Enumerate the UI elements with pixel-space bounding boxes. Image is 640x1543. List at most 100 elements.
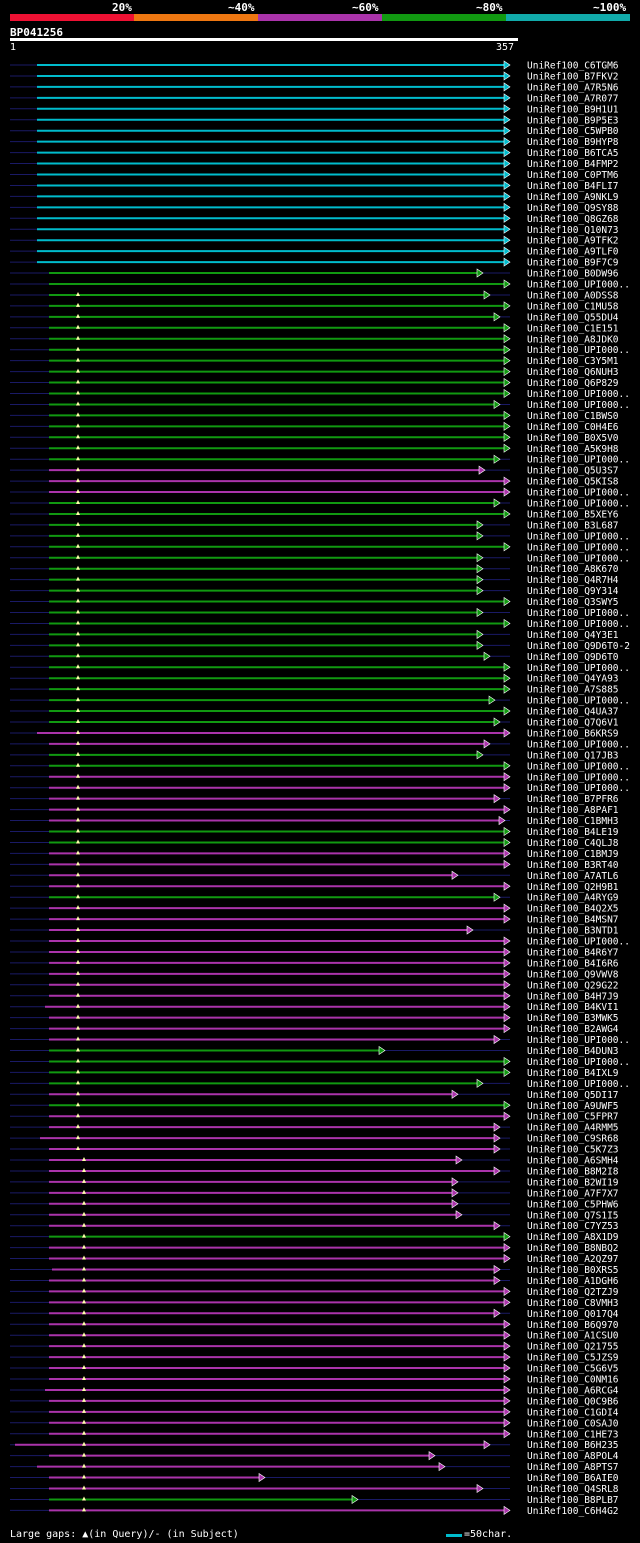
hit-label[interactable]: UniRef100_C7YZ53 bbox=[527, 1221, 619, 1232]
hit-label[interactable]: UniRef100_C0SAJ0 bbox=[527, 1418, 619, 1429]
hit-label[interactable]: UniRef100_B9H1U1 bbox=[527, 104, 619, 115]
hit-label[interactable]: UniRef100_A8JDK0 bbox=[527, 334, 619, 345]
hit-label[interactable]: UniRef100_A5K9H8 bbox=[527, 444, 619, 455]
hit-label[interactable]: UniRef100_A6RCG4 bbox=[527, 1385, 619, 1396]
hit-label[interactable]: UniRef100_B6TCA5 bbox=[527, 148, 619, 159]
hit-label[interactable]: UniRef100_UPI000.. bbox=[527, 1057, 630, 1068]
hit-label[interactable]: UniRef100_Q6NUH3 bbox=[527, 367, 619, 378]
hit-label[interactable]: UniRef100_C5JZS9 bbox=[527, 1353, 619, 1364]
hit-label[interactable]: UniRef100_B3RT40 bbox=[527, 860, 619, 871]
hit-label[interactable]: UniRef100_A9UWF5 bbox=[527, 1101, 619, 1112]
hit-label[interactable]: UniRef100_Q9SY88 bbox=[527, 203, 619, 214]
hit-label[interactable]: UniRef100_C1BMJ9 bbox=[527, 849, 619, 860]
hit-label[interactable]: UniRef100_UPI000.. bbox=[527, 739, 630, 750]
hit-label[interactable]: UniRef100_Q10N73 bbox=[527, 225, 619, 236]
hit-label[interactable]: UniRef100_B4IXL9 bbox=[527, 1068, 619, 1079]
hit-label[interactable]: UniRef100_B8NBQ2 bbox=[527, 1243, 619, 1254]
hit-label[interactable]: UniRef100_Q6P829 bbox=[527, 378, 619, 389]
hit-label[interactable]: UniRef100_C1GDI4 bbox=[527, 1407, 619, 1418]
hit-label[interactable]: UniRef100_A8X1D9 bbox=[527, 1232, 619, 1243]
hit-label[interactable]: UniRef100_Q4Y3E1 bbox=[527, 630, 619, 641]
hit-label[interactable]: UniRef100_B0DW96 bbox=[527, 269, 619, 280]
hit-label[interactable]: UniRef100_UPI000.. bbox=[527, 1035, 630, 1046]
hit-label[interactable]: UniRef100_Q4YA93 bbox=[527, 674, 619, 685]
hit-label[interactable]: UniRef100_B6Q970 bbox=[527, 1320, 619, 1331]
hit-label[interactable]: UniRef100_A7ATL6 bbox=[527, 871, 619, 882]
hit-label[interactable]: UniRef100_Q3SWY5 bbox=[527, 597, 619, 608]
hit-label[interactable]: UniRef100_Q29G22 bbox=[527, 980, 619, 991]
hit-label[interactable]: UniRef100_C1MU58 bbox=[527, 301, 619, 312]
hit-label[interactable]: UniRef100_A8PTS7 bbox=[527, 1462, 619, 1473]
hit-label[interactable]: UniRef100_C5PHW6 bbox=[527, 1199, 619, 1210]
hit-label[interactable]: UniRef100_UPI000.. bbox=[527, 455, 630, 466]
hit-label[interactable]: UniRef100_UPI000.. bbox=[527, 619, 630, 630]
hit-label[interactable]: UniRef100_A7R5N6 bbox=[527, 82, 619, 93]
hit-label[interactable]: UniRef100_B4R6Y7 bbox=[527, 947, 619, 958]
hit-label[interactable]: UniRef100_B3MWK5 bbox=[527, 1013, 619, 1024]
hit-label[interactable]: UniRef100_B9HYP8 bbox=[527, 137, 619, 148]
hit-label[interactable]: UniRef100_B4MSN7 bbox=[527, 915, 619, 926]
hit-label[interactable]: UniRef100_A4RYG9 bbox=[527, 893, 619, 904]
hit-label[interactable]: UniRef100_Q0C9B6 bbox=[527, 1396, 619, 1407]
hit-label[interactable]: UniRef100_B0XRS5 bbox=[527, 1265, 619, 1276]
hit-label[interactable]: UniRef100_A1DGH6 bbox=[527, 1276, 619, 1287]
hit-label[interactable]: UniRef100_B4DUN3 bbox=[527, 1046, 619, 1057]
hit-label[interactable]: UniRef100_B4LE19 bbox=[527, 827, 619, 838]
hit-label[interactable]: UniRef100_Q5DI17 bbox=[527, 1090, 619, 1101]
hit-label[interactable]: UniRef100_UPI000.. bbox=[527, 663, 630, 674]
hit-label[interactable]: UniRef100_UPI000.. bbox=[527, 542, 630, 553]
hit-label[interactable]: UniRef100_A2QZ97 bbox=[527, 1254, 619, 1265]
hit-label[interactable]: UniRef100_B8M2I8 bbox=[527, 1166, 619, 1177]
hit-label[interactable]: UniRef100_B4KVI1 bbox=[527, 1002, 619, 1013]
hit-label[interactable]: UniRef100_A8PAF1 bbox=[527, 805, 619, 816]
hit-label[interactable]: UniRef100_B7PFR6 bbox=[527, 794, 619, 805]
hit-label[interactable]: UniRef100_A8K670 bbox=[527, 564, 619, 575]
hit-label[interactable]: UniRef100_Q2H9B1 bbox=[527, 882, 619, 893]
hit-label[interactable]: UniRef100_UPI000.. bbox=[527, 1079, 630, 1090]
hit-label[interactable]: UniRef100_A9NKL9 bbox=[527, 192, 619, 203]
hit-label[interactable]: UniRef100_B2AWG4 bbox=[527, 1024, 619, 1035]
hit-label[interactable]: UniRef100_C0NM16 bbox=[527, 1375, 619, 1386]
hit-label[interactable]: UniRef100_Q5U3S7 bbox=[527, 466, 619, 477]
hit-label[interactable]: UniRef100_Q17JB3 bbox=[527, 750, 619, 761]
hit-label[interactable]: UniRef100_UPI000.. bbox=[527, 389, 630, 400]
hit-label[interactable]: UniRef100_A8POL4 bbox=[527, 1451, 619, 1462]
hit-label[interactable]: UniRef100_B0X5V0 bbox=[527, 433, 619, 444]
hit-label[interactable]: UniRef100_UPI000.. bbox=[527, 488, 630, 499]
hit-label[interactable]: UniRef100_B6H235 bbox=[527, 1440, 619, 1451]
hit-label[interactable]: UniRef100_UPI000.. bbox=[527, 499, 630, 510]
hit-label[interactable]: UniRef100_A7S885 bbox=[527, 685, 619, 696]
hit-label[interactable]: UniRef100_B6AIE0 bbox=[527, 1473, 619, 1484]
hit-label[interactable]: UniRef100_UPI000.. bbox=[527, 937, 630, 948]
hit-label[interactable]: UniRef100_Q21755 bbox=[527, 1342, 619, 1353]
hit-label[interactable]: UniRef100_Q9D6T0 bbox=[527, 652, 619, 663]
hit-label[interactable]: UniRef100_UPI000.. bbox=[527, 553, 630, 564]
hit-label[interactable]: UniRef100_C6H4G2 bbox=[527, 1506, 619, 1517]
hit-label[interactable]: UniRef100_C1BMH3 bbox=[527, 816, 619, 827]
hit-label[interactable]: UniRef100_Q55DU4 bbox=[527, 312, 619, 323]
hit-label[interactable]: UniRef100_Q4UA37 bbox=[527, 707, 619, 718]
hit-label[interactable]: UniRef100_Q9D6T0-2 bbox=[527, 641, 630, 652]
hit-label[interactable]: UniRef100_Q9Y314 bbox=[527, 586, 619, 597]
hit-label[interactable]: UniRef100_C0H4E6 bbox=[527, 422, 619, 433]
hit-label[interactable]: UniRef100_Q8GZ68 bbox=[527, 214, 619, 225]
hit-label[interactable]: UniRef100_B6KRS9 bbox=[527, 728, 619, 739]
hit-label[interactable]: UniRef100_UPI000.. bbox=[527, 761, 630, 772]
hit-label[interactable]: UniRef100_B7FKV2 bbox=[527, 71, 619, 82]
hit-label[interactable]: UniRef100_Q2TZJ9 bbox=[527, 1287, 619, 1298]
hit-label[interactable]: UniRef100_Q5KIS8 bbox=[527, 477, 619, 488]
hit-label[interactable]: UniRef100_UPI000.. bbox=[527, 783, 630, 794]
hit-label[interactable]: UniRef100_A9TLF0 bbox=[527, 247, 619, 258]
hit-label[interactable]: UniRef100_C5G6V5 bbox=[527, 1364, 619, 1375]
hit-label[interactable]: UniRef100_C1BWS0 bbox=[527, 411, 619, 422]
hit-label[interactable]: UniRef100_A4RMM5 bbox=[527, 1123, 619, 1134]
hit-label[interactable]: UniRef100_C5WPB0 bbox=[527, 126, 619, 137]
hit-label[interactable]: UniRef100_Q7S1I5 bbox=[527, 1210, 619, 1221]
hit-label[interactable]: UniRef100_Q4SRL8 bbox=[527, 1484, 619, 1495]
hit-label[interactable]: UniRef100_Q7Q6V1 bbox=[527, 718, 619, 729]
hit-label[interactable]: UniRef100_UPI000.. bbox=[527, 772, 630, 783]
hit-label[interactable]: UniRef100_C3Y5M1 bbox=[527, 356, 619, 367]
hit-label[interactable]: UniRef100_UPI000.. bbox=[527, 696, 630, 707]
hit-label[interactable]: UniRef100_UPI000.. bbox=[527, 345, 630, 356]
hit-label[interactable]: UniRef100_UPI000.. bbox=[527, 400, 630, 411]
